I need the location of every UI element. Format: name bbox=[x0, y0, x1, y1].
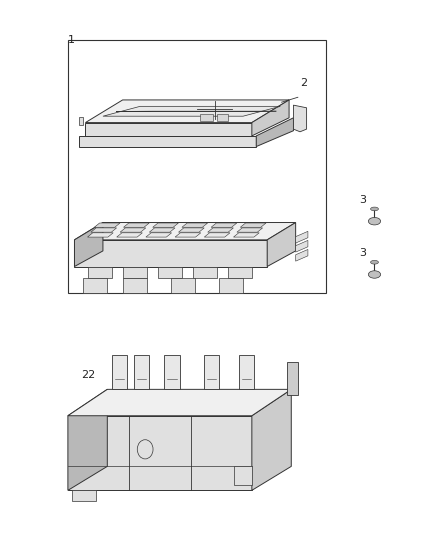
Polygon shape bbox=[287, 361, 298, 394]
Polygon shape bbox=[88, 266, 112, 278]
Polygon shape bbox=[68, 389, 291, 416]
Polygon shape bbox=[211, 223, 237, 227]
Polygon shape bbox=[237, 228, 263, 232]
Polygon shape bbox=[296, 249, 308, 261]
Polygon shape bbox=[199, 114, 212, 121]
Polygon shape bbox=[85, 123, 252, 136]
Polygon shape bbox=[134, 355, 149, 389]
Polygon shape bbox=[204, 233, 230, 237]
Polygon shape bbox=[193, 266, 217, 278]
Polygon shape bbox=[74, 240, 267, 266]
Text: 1: 1 bbox=[68, 35, 75, 45]
Polygon shape bbox=[179, 228, 204, 232]
Polygon shape bbox=[204, 355, 219, 389]
Text: 22: 22 bbox=[81, 370, 95, 381]
Polygon shape bbox=[79, 136, 256, 147]
Polygon shape bbox=[234, 466, 252, 485]
Polygon shape bbox=[83, 278, 107, 293]
Polygon shape bbox=[123, 266, 147, 278]
Polygon shape bbox=[171, 278, 195, 293]
Polygon shape bbox=[120, 228, 146, 232]
Polygon shape bbox=[228, 266, 252, 278]
Polygon shape bbox=[74, 223, 103, 266]
Polygon shape bbox=[112, 355, 127, 389]
Polygon shape bbox=[296, 240, 308, 252]
Polygon shape bbox=[153, 223, 178, 227]
Polygon shape bbox=[91, 228, 117, 232]
Ellipse shape bbox=[368, 217, 381, 225]
Polygon shape bbox=[68, 416, 252, 490]
Polygon shape bbox=[219, 278, 243, 293]
Polygon shape bbox=[239, 355, 254, 389]
Polygon shape bbox=[68, 389, 107, 490]
Polygon shape bbox=[94, 223, 120, 227]
Polygon shape bbox=[252, 100, 289, 136]
Polygon shape bbox=[233, 233, 259, 237]
Polygon shape bbox=[103, 107, 280, 116]
Polygon shape bbox=[208, 228, 233, 232]
Polygon shape bbox=[252, 389, 291, 490]
Text: 3: 3 bbox=[359, 248, 366, 258]
Polygon shape bbox=[146, 233, 172, 237]
Ellipse shape bbox=[371, 260, 378, 264]
Text: 2: 2 bbox=[300, 78, 307, 87]
Polygon shape bbox=[182, 223, 208, 227]
Text: 3: 3 bbox=[359, 195, 366, 205]
Polygon shape bbox=[175, 233, 201, 237]
Ellipse shape bbox=[368, 271, 381, 278]
Ellipse shape bbox=[371, 207, 378, 211]
Bar bbox=[68, 40, 326, 293]
Polygon shape bbox=[158, 266, 182, 278]
Polygon shape bbox=[240, 223, 266, 227]
Polygon shape bbox=[124, 223, 149, 227]
Polygon shape bbox=[123, 278, 147, 293]
Polygon shape bbox=[296, 231, 308, 243]
Polygon shape bbox=[79, 117, 83, 125]
Polygon shape bbox=[267, 223, 296, 266]
Polygon shape bbox=[88, 233, 113, 237]
Polygon shape bbox=[256, 118, 293, 147]
Polygon shape bbox=[149, 228, 175, 232]
Polygon shape bbox=[217, 114, 228, 121]
Polygon shape bbox=[74, 223, 296, 240]
Polygon shape bbox=[293, 105, 307, 132]
Polygon shape bbox=[72, 490, 96, 501]
Polygon shape bbox=[85, 100, 289, 123]
Polygon shape bbox=[164, 355, 180, 389]
Polygon shape bbox=[117, 233, 142, 237]
